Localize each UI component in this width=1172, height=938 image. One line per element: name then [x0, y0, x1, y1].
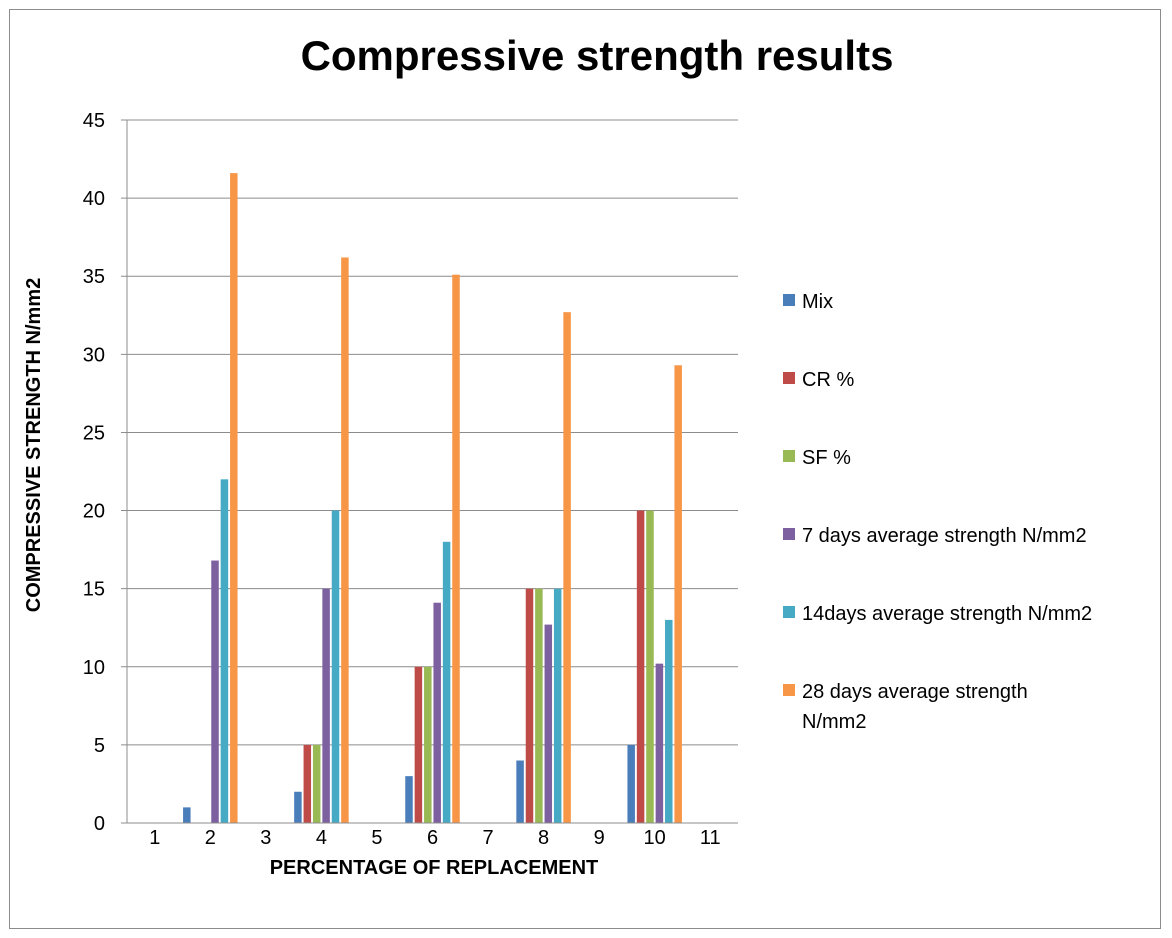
bar-28-days-average-strength-n-mm2-6: [452, 274, 460, 823]
x-tick-label: 4: [316, 827, 327, 849]
bar-7-days-average-strength-n-mm2-2: [211, 560, 219, 823]
x-axis-ticks: 1 2 3 4 5 6 7 8 9 10 11: [149, 827, 720, 849]
x-tick-label: 10: [644, 827, 666, 849]
x-tick-label: 8: [538, 827, 549, 849]
legend-swatch: [783, 294, 795, 306]
legend-swatch: [783, 528, 795, 540]
y-tick-label: 20: [83, 501, 105, 523]
y-axis-title: COMPRESSIVE STRENGTH N/mm2: [23, 278, 45, 613]
x-tick-label: 2: [205, 827, 216, 849]
chart-title: Compressive strength results: [301, 32, 894, 79]
y-tick-label: 10: [83, 657, 105, 679]
x-tick-label: 6: [427, 827, 438, 849]
legend: Mix CR % SF % 7 days average strength N/mm2…: [783, 291, 1092, 733]
y-tick-label: 0: [94, 813, 105, 835]
legend-swatch: [783, 684, 795, 696]
x-axis-title: PERCENTAGE OF REPLACEMENT: [270, 857, 599, 879]
x-tick-label: 11: [700, 827, 721, 849]
x-tick-label: 1: [149, 827, 160, 849]
bar-mix-2: [183, 807, 191, 823]
bars-layer: [127, 173, 738, 824]
bar-7-days-average-strength-n-mm2-10: [655, 663, 664, 823]
bar-7-days-average-strength-n-mm2-8: [544, 624, 553, 823]
legend-swatch: [783, 372, 795, 384]
legend-swatch: [783, 606, 795, 618]
y-tick-label: 15: [83, 579, 105, 601]
bar-sf-4: [312, 744, 321, 823]
bar-7-days-average-strength-n-mm2-6: [433, 602, 441, 823]
legend-label: 7 days average strength N/mm2: [802, 525, 1087, 547]
bar-mix-8: [516, 760, 524, 823]
y-tick-label: 25: [83, 422, 105, 444]
y-tick-label: 45: [83, 110, 105, 132]
legend-swatch: [783, 450, 795, 462]
x-tick-label: 7: [482, 827, 493, 849]
bar-14days-average-strength-n-mm2-4: [331, 510, 340, 823]
bar-14days-average-strength-n-mm2-6: [442, 541, 451, 823]
bar-cr-8: [525, 588, 534, 823]
bar-28-days-average-strength-n-mm2-4: [341, 257, 349, 823]
y-tick-label: 35: [83, 266, 105, 288]
bar-cr-4: [303, 744, 312, 823]
bar-sf-8: [535, 588, 543, 823]
y-tick-label: 40: [83, 188, 105, 210]
bar-7-days-average-strength-n-mm2-4: [322, 588, 330, 823]
bar-28-days-average-strength-n-mm2-10: [674, 365, 682, 823]
bar-28-days-average-strength-n-mm2-2: [230, 173, 238, 824]
y-tick-label: 5: [94, 735, 105, 757]
bar-cr-6: [414, 666, 423, 823]
legend-label: Mix: [802, 291, 833, 313]
legend-label: SF %: [802, 447, 851, 469]
legend-label: 14days average strength N/mm2: [802, 603, 1092, 625]
bar-14days-average-strength-n-mm2-8: [553, 588, 562, 823]
y-axis-ticks: 0 5 10 15 20 25 30 35 40 45: [83, 110, 105, 835]
bar-14days-average-strength-n-mm2-10: [665, 619, 673, 823]
bar-sf-6: [424, 666, 432, 823]
x-tick-label: 5: [371, 827, 382, 849]
legend-label: 28 days average strength N/mm2: [802, 681, 1028, 733]
bar-sf-10: [646, 510, 654, 823]
bar-cr-10: [636, 510, 645, 823]
bar-mix-10: [627, 744, 635, 823]
bar-mix-6: [405, 776, 413, 823]
chart-frame: [9, 9, 1161, 929]
bar-28-days-average-strength-n-mm2-8: [563, 312, 571, 823]
legend-label: CR %: [802, 369, 854, 391]
x-tick-label: 9: [594, 827, 605, 849]
y-tick-label: 30: [83, 344, 105, 366]
bar-mix-4: [294, 791, 302, 823]
x-tick-label: 3: [260, 827, 271, 849]
bar-14days-average-strength-n-mm2-2: [220, 479, 229, 823]
